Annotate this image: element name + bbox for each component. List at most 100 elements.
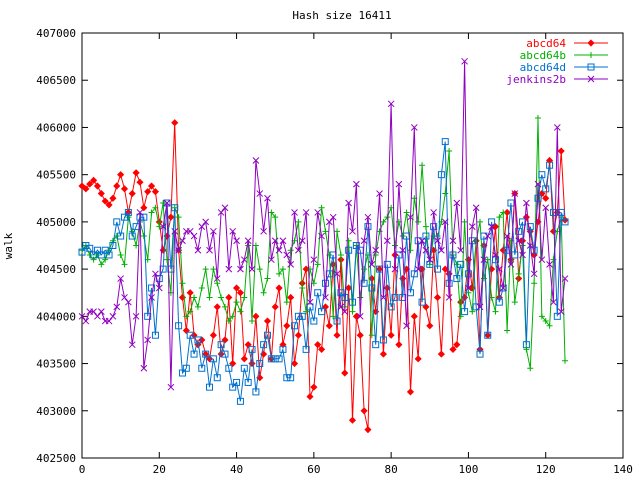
data-point — [519, 251, 526, 259]
data-point — [461, 308, 469, 316]
data-point — [542, 185, 550, 193]
data-point — [527, 365, 534, 372]
x-tick-label: 100 — [458, 463, 478, 476]
data-point — [449, 251, 457, 259]
data-point — [419, 162, 426, 169]
data-point — [337, 289, 345, 297]
data-point — [213, 374, 221, 382]
data-point — [291, 322, 299, 330]
data-point — [434, 237, 441, 245]
data-point — [109, 194, 117, 202]
data-point — [530, 270, 538, 278]
data-point — [272, 214, 279, 221]
data-point — [198, 223, 206, 230]
data-point — [152, 270, 159, 278]
data-point — [94, 312, 101, 320]
data-point — [314, 289, 322, 297]
data-point — [128, 232, 136, 240]
data-point — [376, 190, 383, 197]
data-point — [453, 341, 461, 349]
data-point — [387, 100, 395, 108]
data-point — [275, 355, 283, 363]
data-point — [171, 119, 179, 127]
y-axis: 402500 403000 403500 404000 404500 405000 4055… — [36, 27, 623, 465]
data-point — [457, 313, 464, 320]
data-point — [233, 237, 240, 245]
data-point — [310, 317, 318, 325]
data-point — [461, 218, 468, 225]
data-point — [349, 298, 356, 306]
data-point — [237, 308, 244, 315]
data-point — [125, 298, 132, 306]
data-point — [151, 188, 159, 196]
data-point — [515, 270, 522, 277]
data-point — [136, 178, 144, 186]
data-point — [349, 227, 356, 235]
data-point — [252, 312, 260, 320]
data-point — [295, 246, 302, 254]
y-tick-label: 404000 — [36, 310, 76, 323]
data-point — [240, 256, 248, 264]
legend-label-abcd64d: abcd64d — [520, 61, 566, 74]
data-point — [418, 298, 426, 306]
data-point — [78, 248, 86, 256]
data-point — [283, 251, 291, 259]
data-point — [90, 251, 98, 259]
data-point — [202, 350, 210, 358]
data-point — [240, 364, 248, 372]
y-tick-label: 403000 — [36, 405, 76, 418]
data-point — [314, 209, 322, 216]
y-tick-label: 405500 — [36, 169, 76, 182]
data-point — [148, 209, 155, 216]
data-point — [380, 218, 387, 225]
data-point — [437, 350, 445, 358]
data-point — [299, 285, 306, 291]
x-axis: 0 20 40 60 80 100 120 140 — [79, 33, 633, 476]
data-point — [117, 251, 124, 258]
data-point — [542, 318, 549, 325]
plot-frame — [81, 32, 624, 459]
series-line-abcd64d — [81, 141, 566, 402]
data-point — [233, 284, 241, 292]
y-tick-label: 403500 — [36, 358, 76, 371]
data-point — [477, 218, 484, 225]
data-point — [561, 275, 569, 282]
data-point — [488, 294, 495, 301]
data-point — [241, 294, 248, 301]
data-point — [198, 364, 206, 372]
data-point — [407, 247, 414, 254]
data-point — [472, 303, 480, 311]
data-point — [345, 237, 352, 244]
data-point — [86, 244, 94, 252]
data-point — [256, 360, 264, 368]
data-point — [330, 313, 337, 320]
data-point — [442, 190, 449, 197]
data-point — [268, 209, 275, 216]
data-point — [503, 246, 511, 254]
data-point — [155, 284, 163, 292]
data-point — [210, 266, 217, 273]
data-point — [303, 308, 310, 315]
data-point — [341, 308, 349, 315]
data-point — [333, 331, 341, 339]
data-point — [264, 275, 271, 282]
data-point — [495, 265, 503, 273]
data-point — [321, 279, 329, 287]
data-point — [473, 237, 480, 244]
data-point — [557, 208, 565, 216]
data-point — [151, 331, 159, 339]
data-point — [79, 247, 85, 254]
data-point — [426, 322, 434, 330]
data-point — [410, 270, 418, 278]
data-point — [279, 237, 287, 245]
chart-title: Hash size 16411 — [292, 9, 391, 22]
data-point — [82, 185, 90, 193]
data-point — [503, 208, 511, 217]
data-point — [86, 180, 94, 188]
data-point — [461, 57, 468, 65]
data-point — [372, 341, 380, 349]
data-point — [453, 199, 461, 207]
data-point — [128, 189, 136, 198]
data-point — [90, 176, 98, 184]
